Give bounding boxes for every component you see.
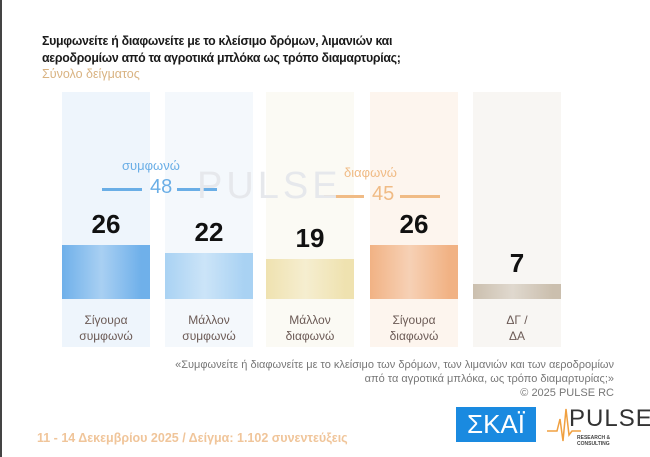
chart-title: Συμφωνείτε ή διαφωνείτε με το κλείσιμο δ… [42, 32, 401, 66]
data-label: 22 [194, 217, 224, 248]
title-line-2: αεροδρομίων από τα αγροτικά μπλόκα ως τρ… [42, 50, 401, 65]
category-label-line: διαφωνώ [389, 329, 439, 343]
group-bracket-line [400, 195, 440, 198]
data-label: 26 [399, 208, 429, 239]
group-total: 45 [372, 183, 395, 205]
footer-sample-info: 11 - 14 Δεκεμβρίου 2025 / Δείγμα: 1.102 … [37, 431, 348, 445]
bar [473, 284, 561, 299]
data-label: 26 [91, 208, 121, 239]
copyright: © 2025 PULSE RC [520, 387, 614, 399]
question-note: «Συμφωνείτε ή διαφωνείτε με το κλείσιμο … [175, 358, 614, 400]
note-line-1: «Συμφωνείτε ή διαφωνείτε με το κλείσιμο … [175, 359, 614, 371]
category-label-line: διαφωνώ [285, 329, 335, 343]
group-bracket-line [177, 188, 217, 191]
category-label-line: Μάλλον [289, 313, 331, 327]
category-label: Σίγουρα συμφωνώ [62, 312, 150, 344]
category-label-line: ΔΓ / [506, 313, 528, 327]
note-line-2: από τα αγροτικά μπλόκα, ως τρόπο διαμαρτ… [364, 373, 614, 385]
pulse-logo-text: PULSE [569, 405, 650, 432]
title-line-1: Συμφωνείτε ή διαφωνείτε με το κλείσιμο δ… [42, 33, 393, 48]
category-label-line: συμφωνώ [182, 329, 236, 343]
group-label: συμφωνώ [122, 158, 180, 173]
category-label-line: ΔΑ [508, 329, 526, 343]
column-background [165, 92, 253, 347]
pulse-logo-subtext: RESEARCH & CONSULTING [577, 435, 611, 447]
group-bracket-line [324, 195, 364, 198]
category-label-line: Μάλλον [188, 313, 230, 327]
data-label: 7 [509, 248, 525, 279]
data-label: 19 [295, 223, 325, 254]
bar [62, 244, 150, 299]
column-background [473, 92, 561, 347]
category-label: Μάλλον συμφωνώ [165, 312, 253, 344]
group-total: 48 [150, 176, 173, 198]
group-label: διαφωνώ [344, 165, 397, 180]
pulse-logo-graphic [547, 408, 581, 442]
bar [165, 253, 253, 299]
bar [370, 244, 458, 299]
category-label-line: Σίγουρα [84, 313, 128, 327]
bar [266, 259, 354, 299]
column-background [370, 92, 458, 347]
category-label: Σίγουρα διαφωνώ [370, 312, 458, 344]
column-background [62, 92, 150, 347]
category-label: Μάλλον διαφωνώ [266, 312, 354, 344]
chart-subtitle: Σύνολο δείγματος [42, 67, 140, 81]
group-bracket-line [102, 188, 142, 191]
pulse-logo: PULSE RESEARCH & CONSULTING [547, 405, 650, 447]
column-background [266, 92, 354, 347]
category-label-line: Σίγουρα [392, 313, 436, 327]
watermark: PULSE [197, 165, 342, 207]
category-label: ΔΓ / ΔΑ [473, 312, 561, 344]
skai-logo: ΣΚΑΪ [456, 407, 536, 442]
category-label-line: συμφωνώ [79, 329, 133, 343]
